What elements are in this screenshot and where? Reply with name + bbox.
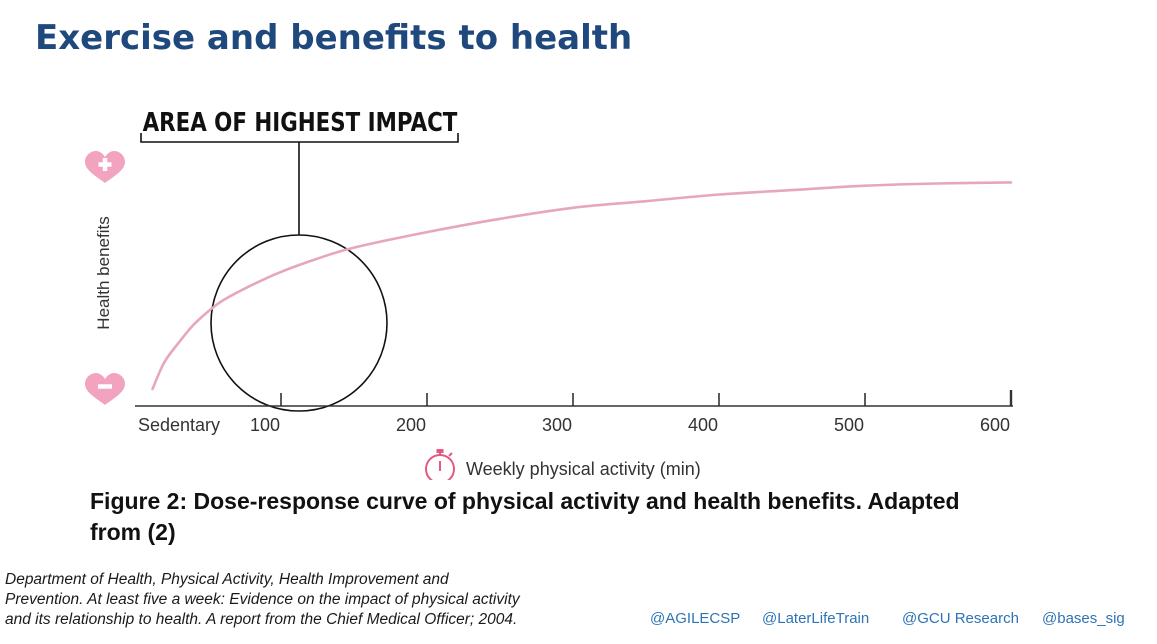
highest-impact-circle xyxy=(210,234,388,412)
x-axis-label: Weekly physical activity (min) xyxy=(466,459,701,479)
caption-line-1: Figure 2: Dose-response curve of physica… xyxy=(90,488,960,514)
x-tick-label-500: 500 xyxy=(834,415,864,435)
highest-impact-annotation: AREA OF HIGHEST IMPACT xyxy=(140,107,459,412)
x-axis-ticks: Sedentary 100 200 300 400 500 600 xyxy=(138,390,1013,435)
reference-line-2: Prevention. At least five a week: Eviden… xyxy=(5,591,520,608)
handle-bases-sig[interactable]: @bases_sig xyxy=(1042,610,1125,627)
y-axis-label: Health benefits xyxy=(94,216,113,329)
handle-agilecsp[interactable]: @AGILECSP xyxy=(650,610,741,627)
dose-response-chart: AREA OF HIGHEST IMPACT Health benefits S… xyxy=(85,107,1013,480)
slide-title: Exercise and benefits to health xyxy=(35,18,633,58)
stopwatch-icon xyxy=(425,449,455,480)
x-tick-label-300: 300 xyxy=(542,415,572,435)
figure-caption: Figure 2: Dose-response curve of physica… xyxy=(90,486,990,548)
handle-gcu-research[interactable]: @GCU Research xyxy=(902,610,1019,627)
x-tick-label-400: 400 xyxy=(688,415,718,435)
heart-plus-icon xyxy=(85,151,125,183)
handle-laterlifetrain[interactable]: @LaterLifeTrain xyxy=(762,610,870,627)
annotation-label: AREA OF HIGHEST IMPACT xyxy=(143,107,459,137)
series-health-benefits-line xyxy=(151,181,1013,391)
reference-line-3: and its relationship to health. A report… xyxy=(5,611,518,628)
x-tick-label-600: 600 xyxy=(980,415,1010,435)
heart-minus-icon xyxy=(85,373,125,405)
caption-line-2: from (2) xyxy=(90,519,176,545)
x-tick-label-100: 100 xyxy=(250,415,280,435)
x-tick-label-sedentary: Sedentary xyxy=(138,415,220,435)
reference-citation: Department of Health, Physical Activity,… xyxy=(5,570,605,630)
x-tick-label-200: 200 xyxy=(396,415,426,435)
reference-line-1: Department of Health, Physical Activity,… xyxy=(5,571,449,588)
